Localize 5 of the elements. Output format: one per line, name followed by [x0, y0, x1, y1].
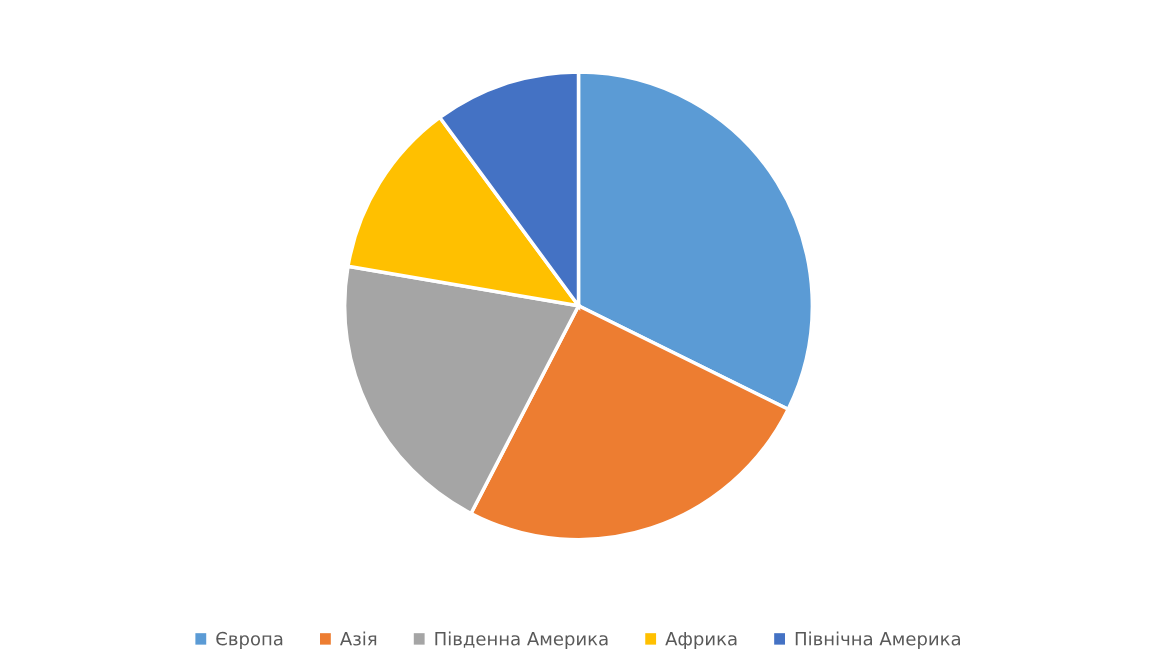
- legend-label: Європа: [216, 631, 283, 650]
- legend-label: Азія: [339, 631, 377, 646]
- legend-label: Північна Америка: [795, 631, 960, 650]
- legend-label: Південна Америка: [435, 631, 608, 650]
- legend-label: Африка: [665, 632, 737, 650]
